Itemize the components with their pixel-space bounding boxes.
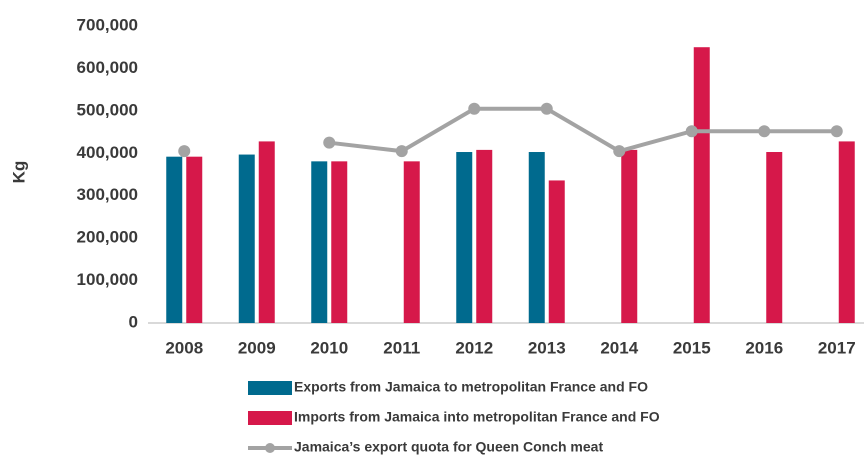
legend-label: Imports from Jamaica into metropolitan F… bbox=[294, 409, 660, 425]
legend-swatch bbox=[248, 381, 292, 395]
y-tick-label: 600,000 bbox=[77, 58, 138, 77]
bar bbox=[693, 47, 710, 323]
y-tick-label: 700,000 bbox=[77, 15, 138, 34]
bar bbox=[311, 161, 328, 323]
legend-label: Jamaica’s export quota for Queen Conch m… bbox=[294, 439, 603, 455]
legend-label: Exports from Jamaica to metropolitan Fra… bbox=[294, 379, 648, 395]
line-point bbox=[685, 125, 698, 138]
bar bbox=[238, 154, 255, 323]
bar bbox=[186, 156, 203, 323]
line-point bbox=[613, 145, 626, 158]
x-tick-label: 2016 bbox=[745, 338, 783, 357]
bar bbox=[766, 152, 783, 323]
line-point bbox=[178, 145, 191, 158]
line-point bbox=[323, 136, 336, 149]
y-tick-label: 400,000 bbox=[77, 143, 138, 162]
y-tick-label: 100,000 bbox=[77, 270, 138, 289]
line-point bbox=[468, 102, 481, 115]
y-tick-label: 300,000 bbox=[77, 185, 138, 204]
bar bbox=[528, 152, 545, 323]
line bbox=[329, 106, 837, 154]
legend-swatch bbox=[248, 411, 292, 425]
line-point bbox=[395, 145, 408, 158]
bar bbox=[838, 141, 855, 323]
bar bbox=[166, 156, 183, 323]
bar bbox=[476, 149, 493, 323]
y-axis-label: Kg bbox=[9, 161, 28, 184]
x-tick-label: 2015 bbox=[673, 338, 711, 357]
x-tick-label: 2011 bbox=[383, 338, 420, 357]
x-tick-label: 2014 bbox=[600, 338, 638, 357]
bar bbox=[456, 152, 473, 323]
line-point bbox=[758, 125, 771, 138]
line-point bbox=[540, 102, 553, 115]
x-tick-label: 2010 bbox=[310, 338, 348, 357]
bar bbox=[621, 149, 638, 323]
bar bbox=[258, 141, 275, 323]
bar bbox=[331, 161, 348, 323]
legend-swatch bbox=[265, 443, 275, 453]
x-tick-label: 2008 bbox=[165, 338, 203, 357]
bar bbox=[548, 180, 565, 323]
y-tick-label: 0 bbox=[129, 312, 138, 331]
y-tick-label: 500,000 bbox=[77, 100, 138, 119]
x-tick-label: 2009 bbox=[238, 338, 276, 357]
x-tick-label: 2017 bbox=[818, 338, 856, 357]
y-tick-label: 200,000 bbox=[77, 228, 138, 247]
line-point bbox=[830, 125, 843, 138]
bar bbox=[403, 161, 420, 323]
x-tick-label: 2013 bbox=[528, 338, 566, 357]
x-tick-label: 2012 bbox=[455, 338, 493, 357]
